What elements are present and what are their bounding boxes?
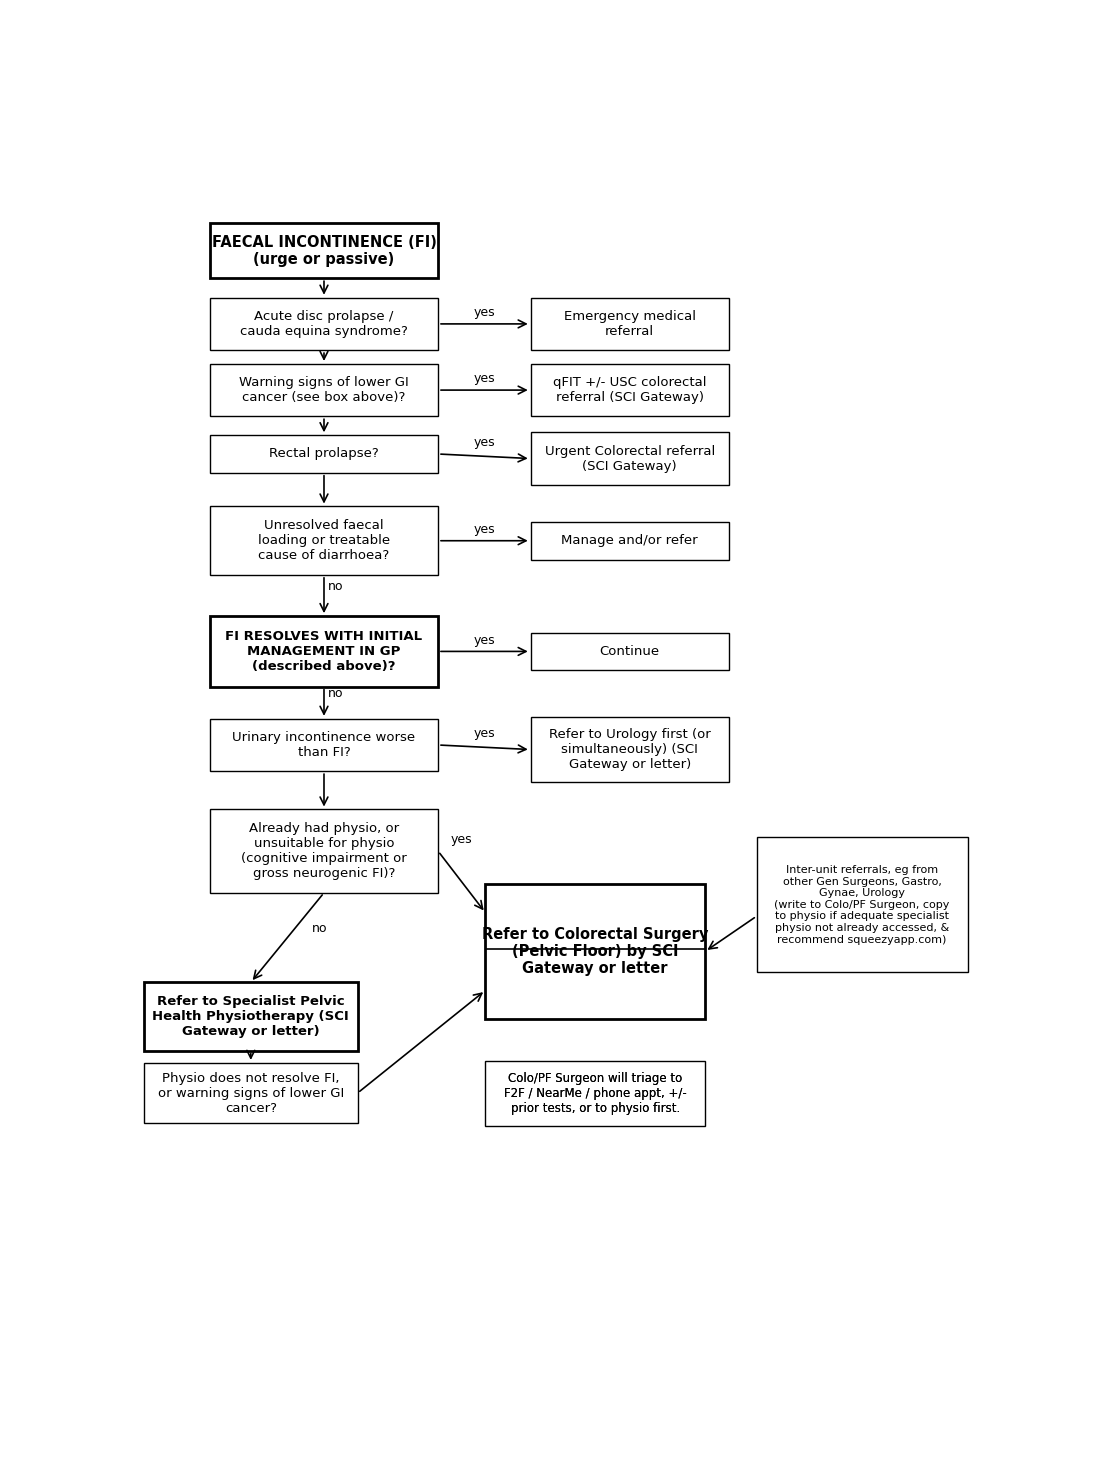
Text: yes: yes: [473, 633, 496, 646]
FancyBboxPatch shape: [144, 1063, 358, 1123]
Text: Colo/PF Surgeon will triage to
F2F / NearMe / phone appt, +/-
prior tests, or to: Colo/PF Surgeon will triage to F2F / Nea…: [504, 1071, 687, 1114]
FancyBboxPatch shape: [210, 617, 438, 686]
Text: Continue: Continue: [600, 645, 660, 658]
Text: Refer to Urology first (or
simultaneously) (SCI
Gateway or letter): Refer to Urology first (or simultaneousl…: [549, 728, 711, 771]
FancyBboxPatch shape: [210, 809, 438, 892]
Text: qFIT +/- USC colorectal
referral (SCI Gateway): qFIT +/- USC colorectal referral (SCI Ga…: [553, 376, 707, 405]
FancyBboxPatch shape: [531, 522, 729, 560]
FancyBboxPatch shape: [210, 436, 438, 473]
Text: Unresolved faecal
loading or treatable
cause of diarrhoea?: Unresolved faecal loading or treatable c…: [258, 519, 390, 562]
Text: no: no: [328, 688, 343, 700]
Text: Urinary incontinence worse
than FI?: Urinary incontinence worse than FI?: [232, 731, 416, 759]
FancyBboxPatch shape: [531, 433, 729, 485]
Text: yes: yes: [473, 436, 496, 449]
Text: yes: yes: [473, 728, 496, 740]
FancyBboxPatch shape: [210, 507, 438, 575]
FancyBboxPatch shape: [531, 365, 729, 416]
Text: Rectal prolapse?: Rectal prolapse?: [269, 448, 379, 461]
FancyBboxPatch shape: [531, 717, 729, 782]
Text: Urgent Colorectal referral
(SCI Gateway): Urgent Colorectal referral (SCI Gateway): [544, 445, 714, 473]
Text: Emergency medical
referral: Emergency medical referral: [563, 310, 695, 338]
FancyBboxPatch shape: [210, 224, 438, 279]
Text: Manage and/or refer: Manage and/or refer: [561, 534, 698, 547]
Text: FI RESOLVES WITH INITIAL
MANAGEMENT IN GP
(described above)?: FI RESOLVES WITH INITIAL MANAGEMENT IN G…: [226, 630, 422, 673]
FancyBboxPatch shape: [531, 298, 729, 350]
Text: yes: yes: [473, 372, 496, 385]
Text: FAECAL INCONTINENCE (FI)
(urge or passive): FAECAL INCONTINENCE (FI) (urge or passiv…: [211, 234, 437, 267]
Text: Inter-unit referrals, eg from
other Gen Surgeons, Gastro,
Gynae, Urology
(write : Inter-unit referrals, eg from other Gen …: [774, 865, 950, 944]
FancyBboxPatch shape: [486, 885, 705, 1018]
FancyBboxPatch shape: [757, 837, 968, 972]
FancyBboxPatch shape: [144, 983, 358, 1051]
FancyBboxPatch shape: [531, 633, 729, 670]
Text: no: no: [312, 922, 328, 935]
FancyBboxPatch shape: [210, 298, 438, 350]
Text: yes: yes: [473, 523, 496, 536]
FancyBboxPatch shape: [210, 365, 438, 416]
Text: Refer to Specialist Pelvic
Health Physiotherapy (SCI
Gateway or letter): Refer to Specialist Pelvic Health Physio…: [152, 994, 349, 1037]
Text: Warning signs of lower GI
cancer (see box above)?: Warning signs of lower GI cancer (see bo…: [239, 376, 409, 405]
FancyBboxPatch shape: [210, 719, 438, 771]
Text: Acute disc prolapse /
cauda equina syndrome?: Acute disc prolapse / cauda equina syndr…: [240, 310, 408, 338]
Text: yes: yes: [473, 305, 496, 319]
Text: Refer to Colorectal Surgery
(Pelvic Floor) by SCI
Gateway or letter: Refer to Colorectal Surgery (Pelvic Floo…: [482, 926, 709, 977]
Text: no: no: [328, 579, 343, 593]
Text: Colo/PF Surgeon will triage to
F2F / NearMe / phone appt, +/-
prior tests, or to: Colo/PF Surgeon will triage to F2F / Nea…: [504, 1071, 687, 1114]
FancyBboxPatch shape: [486, 1061, 705, 1125]
Text: Already had physio, or
unsuitable for physio
(cognitive impairment or
gross neur: Already had physio, or unsuitable for ph…: [241, 823, 407, 880]
Text: yes: yes: [451, 833, 472, 846]
Text: Physio does not resolve FI,
or warning signs of lower GI
cancer?: Physio does not resolve FI, or warning s…: [158, 1071, 344, 1114]
